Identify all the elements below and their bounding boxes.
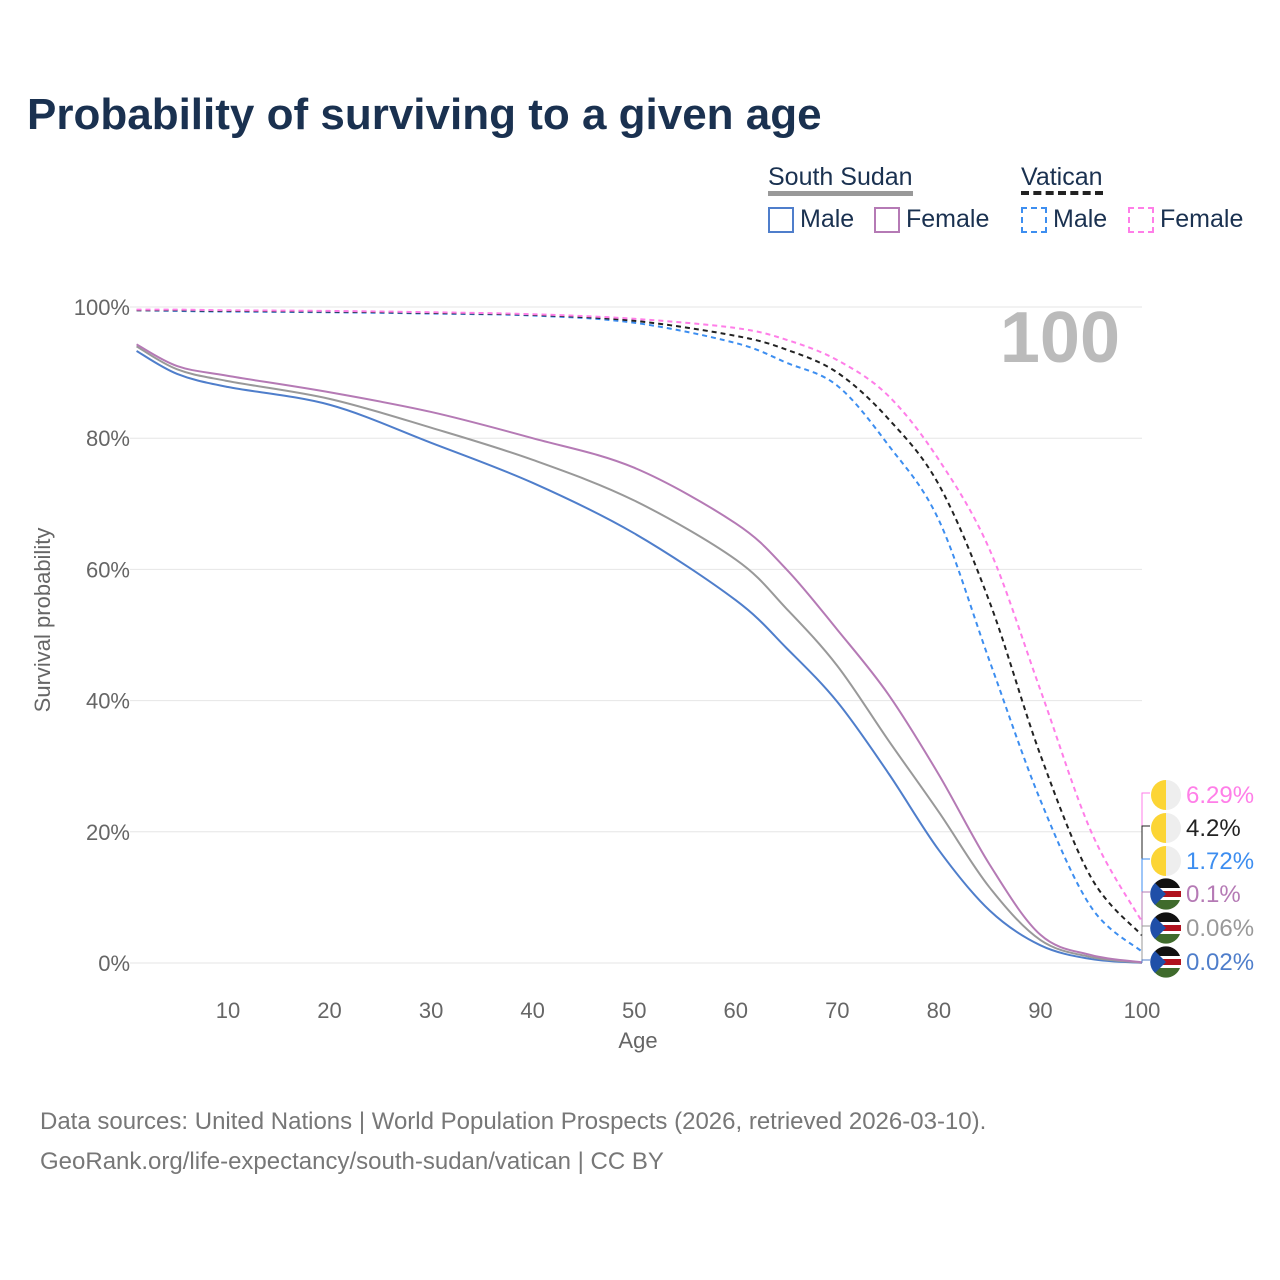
x-tick-label: 20 xyxy=(317,998,341,1023)
end-label: 6.29% xyxy=(1186,782,1254,809)
legend-ss-female[interactable]: Female xyxy=(874,205,989,234)
end-label: 0.02% xyxy=(1186,949,1254,976)
y-tick-label: 80% xyxy=(86,426,130,451)
legend-swatch xyxy=(1021,206,1047,233)
vatican-flag-icon xyxy=(1151,813,1166,843)
legend-south-sudan: South Sudan xyxy=(768,163,913,196)
x-tick-label: 10 xyxy=(216,998,240,1023)
south-sudan-flag-icon xyxy=(1152,946,1180,956)
legend-label: Male xyxy=(1053,205,1108,233)
legend-ss-male[interactable]: Male xyxy=(768,205,854,234)
x-tick-label: 40 xyxy=(520,998,544,1023)
legend-swatch xyxy=(874,206,900,233)
end-label-connector xyxy=(1141,959,1150,963)
south-sudan-flag-icon xyxy=(1152,934,1180,944)
x-tick-label: 70 xyxy=(825,998,849,1023)
south-sudan-flag-icon xyxy=(1150,917,1166,939)
x-tick-label: 80 xyxy=(927,998,951,1023)
footer-url[interactable]: GeoRank.org/life-expectancy/south-sudan/… xyxy=(40,1148,664,1175)
series-line-vatican xyxy=(136,309,1143,937)
x-tick-label: 30 xyxy=(419,998,443,1023)
age-indicator: 100 xyxy=(1000,298,1120,378)
series-line-south-sudan xyxy=(136,345,1143,964)
south-sudan-flag-icon xyxy=(1150,951,1166,973)
end-label-connector xyxy=(1141,891,1150,963)
vatican-flag-icon xyxy=(1151,846,1166,876)
end-label-connector xyxy=(1141,825,1150,936)
legend-vatican: Vatican xyxy=(1021,163,1103,195)
y-tick-label: 60% xyxy=(86,557,130,582)
x-tick-label: 90 xyxy=(1028,998,1052,1023)
legend-swatch xyxy=(1128,206,1154,233)
y-tick-label: 100% xyxy=(74,295,130,320)
south-sudan-flag-icon xyxy=(1152,912,1180,922)
end-label-connector xyxy=(1141,925,1150,963)
legend-label: Male xyxy=(800,205,855,233)
y-tick-label: 0% xyxy=(98,951,130,976)
legend-label: Female xyxy=(906,205,990,233)
legend-va-male[interactable]: Male xyxy=(1021,205,1107,234)
south-sudan-flag-icon xyxy=(1150,883,1166,905)
y-tick-label: 40% xyxy=(86,689,130,714)
series-line-south-sudan-male xyxy=(136,350,1143,964)
legend-va-female[interactable]: Female xyxy=(1128,205,1243,234)
end-label: 0.06% xyxy=(1186,915,1254,942)
end-label: 1.72% xyxy=(1186,848,1254,875)
x-tick-label: 100 xyxy=(1124,998,1161,1023)
series-line-vatican-male xyxy=(136,309,1143,953)
end-label-connector xyxy=(1141,792,1150,922)
series-line-vatican-female xyxy=(136,308,1143,923)
end-label-connector xyxy=(1141,858,1150,952)
south-sudan-flag-icon xyxy=(1152,900,1180,910)
footer-source: Data sources: United Nations | World Pop… xyxy=(40,1108,987,1135)
end-label: 0.1% xyxy=(1186,881,1241,908)
x-tick-label: 50 xyxy=(622,998,646,1023)
south-sudan-flag-icon xyxy=(1152,968,1180,978)
chart-title: Probability of surviving to a given age xyxy=(27,90,822,139)
vatican-flag-icon xyxy=(1151,780,1166,810)
y-tick-label: 20% xyxy=(86,820,130,845)
south-sudan-flag-icon xyxy=(1152,878,1180,888)
legend-swatch xyxy=(768,206,794,233)
end-label: 4.2% xyxy=(1186,815,1241,842)
y-axis-label: Survival probability xyxy=(30,528,55,713)
x-axis-label: Age xyxy=(618,1028,657,1053)
x-tick-label: 60 xyxy=(724,998,748,1023)
legend-label: Female xyxy=(1160,205,1244,233)
series-line-south-sudan-female xyxy=(136,343,1143,964)
